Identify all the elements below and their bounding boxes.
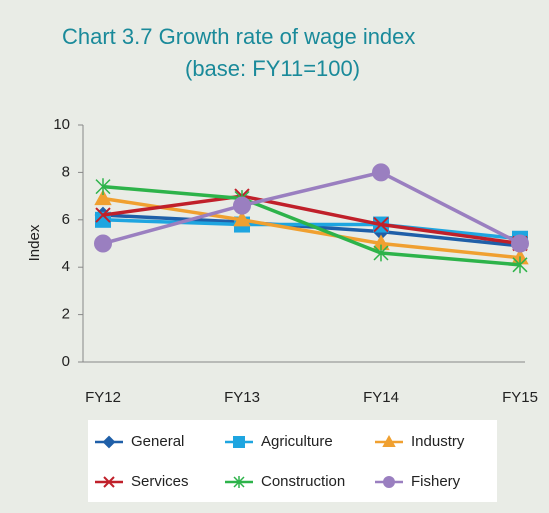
y-tick-label: 4 xyxy=(62,258,70,275)
legend-marker xyxy=(233,476,245,488)
marker xyxy=(233,196,251,215)
marker xyxy=(94,189,112,206)
marker xyxy=(372,163,390,182)
y-tick-label: 8 xyxy=(62,163,70,180)
x-tick-label: FY15 xyxy=(502,389,538,406)
legend-box xyxy=(88,420,497,502)
y-tick-label: 10 xyxy=(53,116,70,133)
chart-title: Chart 3.7 Growth rate of wage index xyxy=(62,24,415,49)
series-line xyxy=(102,196,521,260)
marker xyxy=(373,216,389,233)
marker xyxy=(94,234,112,253)
legend-label: Industry xyxy=(411,433,465,450)
marker xyxy=(511,234,529,253)
x-tick-label: FY12 xyxy=(85,389,121,406)
marker xyxy=(233,210,251,227)
legend-label: General xyxy=(131,433,184,450)
legend-label: Construction xyxy=(261,473,345,490)
y-tick-label: 6 xyxy=(62,211,70,228)
legend-label: Fishery xyxy=(411,473,461,490)
y-tick-label: 2 xyxy=(62,306,70,323)
series-line xyxy=(102,170,521,246)
legend-label: Agriculture xyxy=(261,433,333,450)
y-tick-label: 0 xyxy=(62,353,70,370)
marker xyxy=(512,256,528,274)
legend-marker xyxy=(382,434,396,447)
legend-marker xyxy=(103,476,115,488)
legend-marker xyxy=(383,476,395,488)
chart-subtitle: (base: FY11=100) xyxy=(185,56,360,81)
legend-marker xyxy=(102,435,116,449)
marker xyxy=(95,207,111,223)
legend-marker xyxy=(233,436,245,448)
legend-label: Services xyxy=(131,473,189,490)
marker xyxy=(95,178,111,196)
series-line xyxy=(102,194,521,246)
marker xyxy=(373,244,389,262)
y-axis-label: Index xyxy=(26,224,43,261)
series-line xyxy=(102,184,521,267)
x-tick-label: FY14 xyxy=(363,389,399,406)
x-tick-label: FY13 xyxy=(224,389,260,406)
